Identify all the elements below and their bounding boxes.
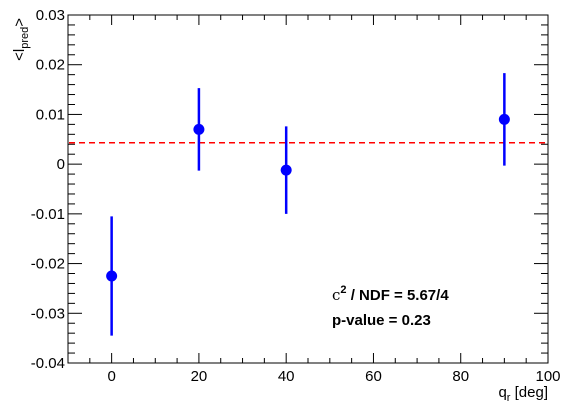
y-tick-label: -0.03 [31, 305, 65, 322]
chi2-symbol: c [332, 286, 340, 304]
data-point [498, 113, 510, 125]
chi2-annotation: c2 / NDF = 5.67/4 [332, 284, 449, 304]
y-tick-label: 0.01 [36, 106, 65, 123]
y-tick-label: -0.02 [31, 256, 65, 273]
pvalue-annotation: p-value = 0.23 [332, 312, 431, 329]
x-tick-label: 60 [365, 368, 382, 385]
data-point [193, 123, 205, 135]
x-tick-label: 40 [278, 368, 295, 385]
data-point [106, 270, 118, 282]
chi2-text: / NDF = 5.67/4 [347, 287, 450, 304]
x-axis-title: qr [deg] [498, 384, 548, 404]
plot-frame [67, 14, 549, 364]
x-tick-label: 20 [191, 368, 208, 385]
data-point [280, 164, 292, 176]
x-axis-title-main: q [498, 384, 506, 401]
y-axis-title-close: > [11, 18, 28, 27]
y-tick-label: -0.04 [31, 355, 65, 372]
x-axis-title-unit: [deg] [510, 384, 548, 401]
x-axis-title-sub: r [507, 392, 511, 404]
y-axis-title: <lpred> [11, 18, 31, 61]
y-tick-label: 0.03 [36, 7, 65, 24]
x-tick-label: 100 [535, 368, 560, 385]
y-axis-title-main: <l [11, 49, 28, 61]
chi2-exponent: 2 [340, 284, 346, 296]
x-tick-label: 80 [452, 368, 469, 385]
y-tick-label: 0.02 [36, 57, 65, 74]
x-tick-label: 0 [107, 368, 115, 385]
y-tick-label: -0.01 [31, 206, 65, 223]
y-axis-title-sub: pred [19, 27, 31, 49]
y-tick-label: 0 [57, 156, 65, 173]
